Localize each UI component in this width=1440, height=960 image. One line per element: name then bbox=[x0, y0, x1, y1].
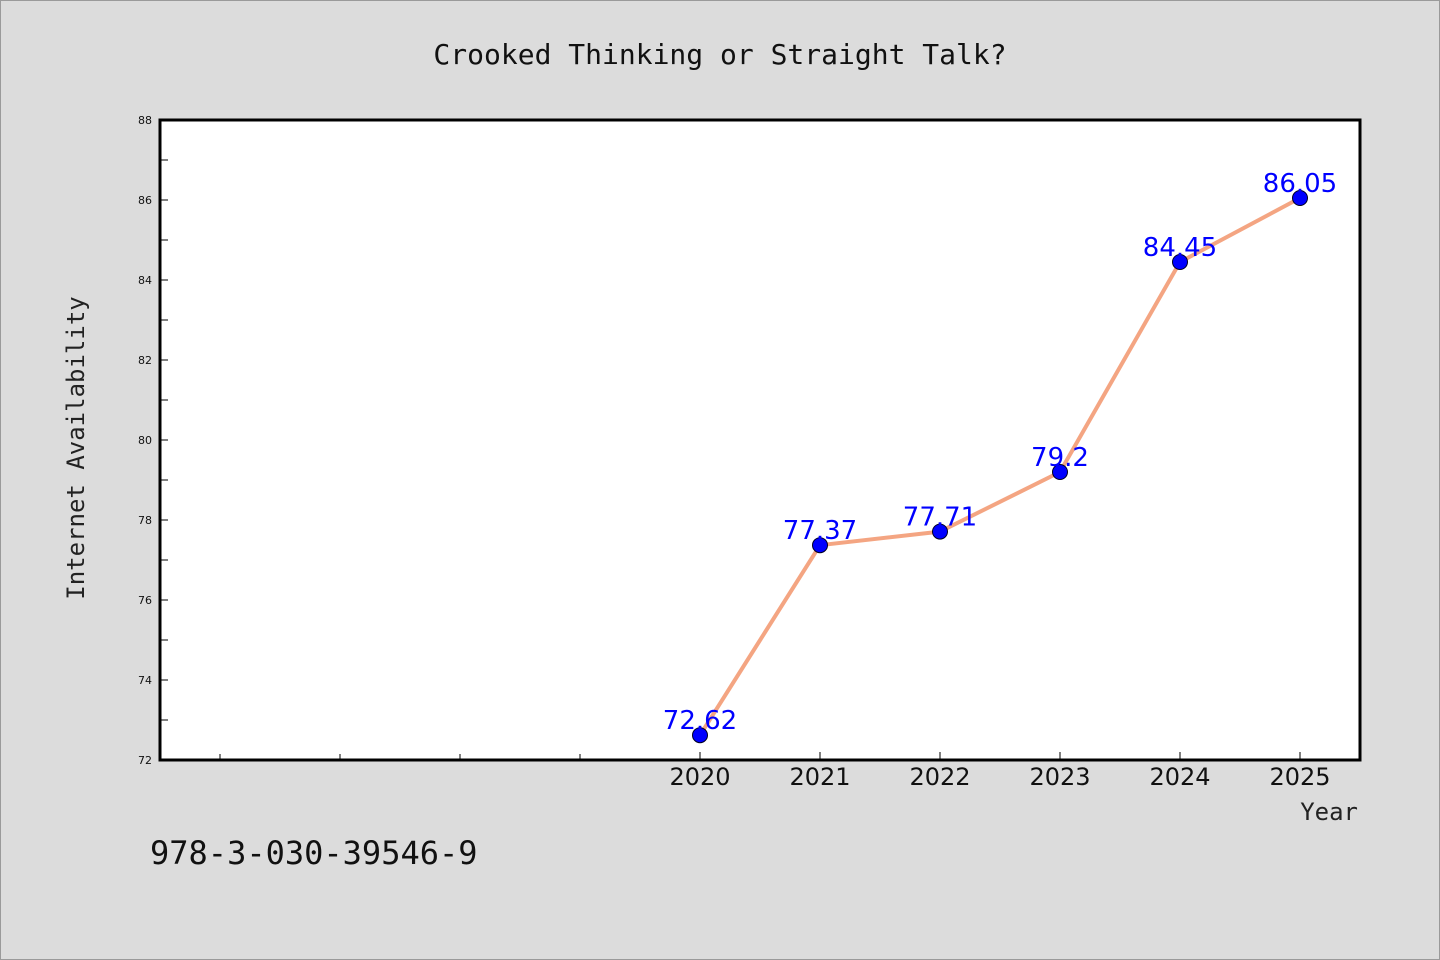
y-tick-label: 76 bbox=[138, 594, 152, 607]
y-tick-label: 72 bbox=[138, 754, 152, 767]
data-point bbox=[692, 727, 708, 744]
y-tick-label: 84 bbox=[138, 274, 152, 287]
data-point bbox=[1292, 190, 1308, 206]
y-tick-label: 82 bbox=[138, 354, 152, 367]
y-axis-ticks bbox=[160, 119, 168, 761]
x-axis-label: Year bbox=[1300, 798, 1358, 826]
data-label: 77.37 bbox=[783, 516, 857, 546]
x-tick-label: 2023 bbox=[1029, 763, 1090, 791]
x-tick-label: 2020 bbox=[669, 763, 730, 791]
y-tick-label: 80 bbox=[138, 434, 152, 447]
isbn-footnote: 978-3-030-39546-9 bbox=[150, 834, 478, 872]
data-label: 77.71 bbox=[903, 503, 977, 533]
x-tick-label: 2025 bbox=[1269, 763, 1330, 791]
chart-title: Crooked Thinking or Straight Talk? bbox=[433, 38, 1006, 71]
y-tick-label: 74 bbox=[138, 674, 152, 687]
x-tick-label: 2022 bbox=[909, 763, 970, 791]
y-tick-label: 88 bbox=[138, 114, 152, 127]
y-axis-tick-labels: 72 74 76 78 80 82 84 86 88 bbox=[138, 114, 152, 767]
series-layer: 72.62 77.37 77.71 79.2 84.45 86.05 bbox=[663, 169, 1337, 744]
data-point bbox=[812, 537, 828, 554]
data-label: 72.62 bbox=[663, 706, 737, 736]
y-tick-label: 78 bbox=[138, 514, 152, 527]
x-tick-label: 2024 bbox=[1149, 763, 1210, 791]
data-point bbox=[1052, 464, 1068, 480]
series-line bbox=[698, 196, 1302, 738]
data-point bbox=[1172, 254, 1188, 270]
x-axis-tick-labels: 2020 2021 2022 2023 2024 2025 bbox=[669, 763, 1330, 791]
data-point bbox=[932, 523, 948, 540]
y-tick-label: 86 bbox=[138, 194, 152, 207]
x-axis-ticks bbox=[219, 752, 1301, 760]
y-axis-label: Internet Availability bbox=[62, 296, 90, 599]
data-label: 86.05 bbox=[1263, 169, 1337, 199]
plot-area bbox=[158, 118, 1362, 762]
data-label: 79.2 bbox=[1031, 443, 1089, 473]
data-label: 84.45 bbox=[1143, 233, 1217, 263]
x-tick-label: 2021 bbox=[789, 763, 850, 791]
